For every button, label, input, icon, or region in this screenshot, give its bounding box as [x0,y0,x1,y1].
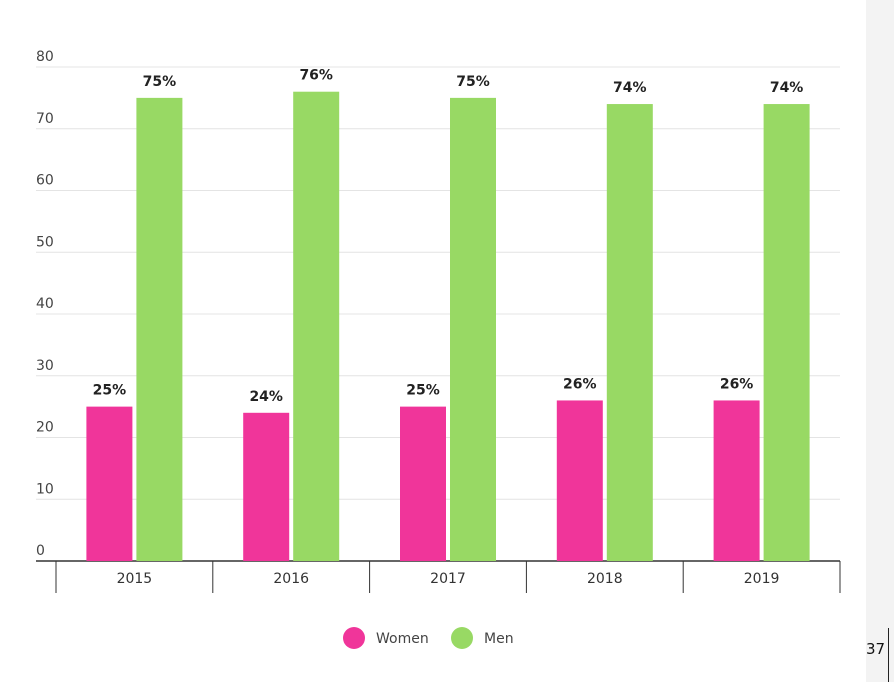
bar-women [713,400,760,561]
x-tick-label: 2018 [587,571,623,587]
side-strip [866,0,894,682]
legend-label-men: Men [484,631,514,647]
bar-men [136,97,183,561]
data-label: 74% [613,80,647,96]
y-tick-label: 40 [36,296,54,312]
bar-men [606,104,653,562]
legend-swatch-men [451,627,473,649]
legend-swatch-women [343,627,365,649]
data-label: 25% [406,383,440,399]
x-tick-label: 2019 [744,571,780,587]
data-label: 24% [249,389,283,405]
y-tick-label: 80 [36,49,54,65]
y-tick-label: 20 [36,420,54,436]
bar-women [556,400,603,561]
bar-women [400,406,446,561]
data-label: 74% [770,80,804,96]
chart-area: 0 10 20 30 40 50 60 70 80 2015 25% 75% 2016 24% 76% 201… [36,49,841,649]
data-label: 26% [563,376,597,392]
data-label: 26% [720,376,754,392]
y-tick-label: 60 [36,173,54,189]
page-divider [888,628,889,682]
page-number: 37 [866,640,886,658]
bar-women [243,412,290,561]
bar-chart: 0 10 20 30 40 50 60 70 80 2015 25% 75% 2016 24% 76% 201… [36,49,841,649]
bar-men [763,104,810,562]
y-tick-label: 10 [36,481,54,497]
x-tick-label: 2016 [273,571,309,587]
y-tick-label: 70 [36,111,54,127]
y-tick-label: 50 [36,234,54,250]
data-label: 75% [143,74,177,90]
data-label: 76% [299,68,333,84]
legend-label-women: Women [376,631,429,647]
x-tick-label: 2015 [117,571,153,587]
data-label: 25% [93,383,127,399]
y-tick-label: 30 [36,358,54,374]
x-tick-label: 2017 [430,571,466,587]
bar-men [293,91,340,561]
y-tick-label: 0 [36,543,45,559]
data-label: 75% [456,74,490,90]
bar-men [450,97,496,561]
bar-women [86,406,133,561]
